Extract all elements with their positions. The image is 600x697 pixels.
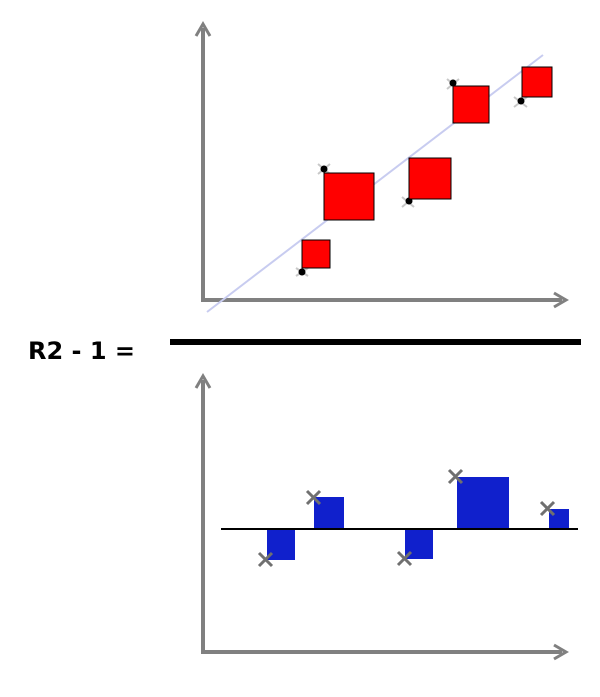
top-y-axis [194, 21, 212, 300]
formula-label: R2 - 1 = [28, 337, 135, 365]
arrowhead-icon [194, 21, 212, 37]
residual-square [295, 239, 331, 277]
bottom-x-axis [201, 643, 569, 661]
x-mark-icon [396, 550, 413, 567]
arrowhead-icon [553, 643, 569, 661]
x-mark-icon [539, 500, 556, 517]
top-panel [194, 21, 569, 313]
x-mark-icon [447, 468, 464, 485]
arrowhead-icon [553, 291, 569, 309]
residual-square [446, 78, 490, 124]
top-x-axis [201, 291, 569, 309]
dot-icon [320, 165, 328, 173]
residual-square [401, 157, 452, 208]
residual-bar [457, 477, 509, 529]
bottom-panel [194, 373, 578, 661]
x-mark-icon [257, 551, 274, 568]
residual-square [513, 66, 553, 108]
arrowhead-icon [194, 373, 212, 389]
regression-line [206, 54, 544, 313]
bottom-y-axis [194, 373, 212, 652]
dot-icon [449, 79, 457, 87]
x-mark-icon [305, 489, 322, 506]
dot-icon [517, 97, 525, 105]
residual-square [317, 163, 375, 221]
dot-icon [298, 268, 306, 276]
